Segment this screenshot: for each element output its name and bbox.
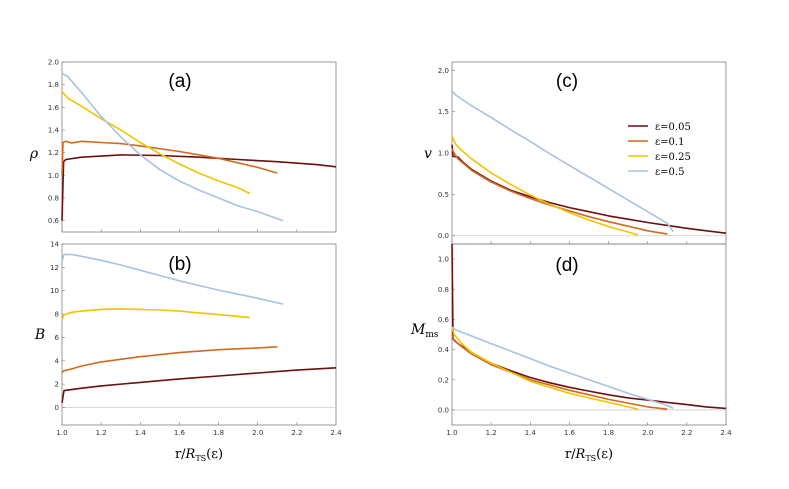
panel-b-series-2-line [61, 308, 250, 321]
panel-c-label: (c) [556, 71, 578, 92]
panel-b-series-1-line [61, 346, 278, 374]
panel-d-xtick-label-6: 2.2 [681, 429, 692, 437]
panel-d-xtick-label-1: 1.2 [486, 429, 497, 437]
panel-d-xtick-label-4: 1.8 [603, 429, 614, 437]
panel-a-ytick-label-6: 1.8 [48, 81, 59, 89]
x-axis-label-right: r/RTS(ε) [565, 447, 613, 463]
panel-a-series-2-line [61, 90, 251, 195]
panel-d-ytick-label-1: 0.2 [438, 376, 449, 384]
panel-b-ytick-label-4: 8 [55, 311, 59, 319]
panel-a-ytick-label-4: 1.4 [48, 127, 60, 135]
panel-d-ylabel: Mms [410, 322, 439, 340]
panel-b-ytick-label-5: 10 [50, 287, 59, 295]
panel-c-ytick-label-1: 0.5 [438, 191, 449, 199]
panel-d-series-2-line [451, 326, 639, 410]
panel-c-ytick-label-2: 1.0 [438, 150, 449, 158]
legend-label-eps-0-05: ε=0.05 [655, 122, 691, 133]
x-axis-label-left: r/RTS(ε) [175, 447, 223, 463]
panel-a-ytick-label-2: 1.0 [48, 172, 59, 180]
panel-d-label: (d) [555, 255, 578, 276]
panel-b-xtick-label-3: 1.6 [174, 429, 186, 437]
panel-b-xtick-label-1: 1.2 [96, 429, 107, 437]
panel-d-series-0-line [451, 243, 727, 410]
panel-a-ylabel: ρ [29, 146, 39, 162]
panel-b-series-0-line [61, 367, 337, 403]
panel-b-frame [61, 243, 337, 426]
panel-d-series-3-line [451, 326, 674, 410]
panel-b-ytick-label-3: 6 [55, 334, 60, 342]
panel-a-ytick-label-1: 0.8 [48, 195, 59, 203]
panel-d-xtick-label-7: 2.4 [720, 429, 732, 437]
panel-a-series-3-line [61, 72, 284, 222]
legend-label-eps-0-1: ε=0.1 [655, 137, 684, 148]
panel-a-frame [61, 61, 337, 233]
panel-c-ytick-label-3: 1.5 [438, 108, 449, 116]
panel-b-ytick-label-7: 14 [50, 241, 59, 249]
panel-c-series-2-line [451, 136, 639, 236]
panel-b-xtick-label-0: 1.0 [56, 429, 67, 437]
panel-b-xtick-label-7: 2.4 [330, 429, 342, 437]
legend-label-eps-0-25: ε=0.25 [655, 152, 691, 163]
panel-b-xtick-label-5: 2.0 [252, 429, 263, 437]
panel-a-ytick-label-5: 1.6 [48, 104, 60, 112]
legend: ε=0.05 ε=0.1 ε=0.25 ε=0.5 [628, 122, 691, 178]
panel-b-ytick-label-2: 4 [55, 357, 60, 365]
panel-d-ytick-label-5: 1.0 [438, 256, 449, 264]
panel-c-ylabel: v [424, 146, 432, 162]
panel-c-ytick-label-4: 2.0 [438, 67, 449, 75]
panel-c-ytick-label-0: 0.0 [438, 232, 449, 240]
panel-d-ytick-label-0: 0.0 [438, 406, 449, 414]
panel-d-ytick-label-3: 0.6 [438, 316, 450, 324]
panel-a-series-1-line [61, 140, 278, 176]
panel-a-ytick-label-3: 1.2 [48, 149, 59, 157]
panel-b-xtick-label-6: 2.2 [291, 429, 302, 437]
panel-b-ytick-label-1: 2 [55, 381, 59, 389]
panel-d-ytick-label-4: 0.8 [438, 286, 449, 294]
panel-c-series-1-line [451, 148, 668, 235]
panel-a-ytick-label-7: 2.0 [48, 59, 59, 67]
panel-d-xtick-label-5: 2.0 [642, 429, 653, 437]
panel-d-xtick-label-3: 1.6 [564, 429, 576, 437]
panel-d-xtick-label-0: 1.0 [446, 429, 457, 437]
panel-d-series-1-line [451, 334, 668, 410]
panel-d-xtick-label-2: 1.4 [525, 429, 537, 437]
panel-a-series-0-line [61, 154, 337, 221]
panel-d-ytick-label-2: 0.4 [438, 346, 450, 354]
panel-b-series-3-line [61, 253, 284, 305]
panel-b-xtick-label-2: 1.4 [135, 429, 147, 437]
panel-b-ytick-label-0: 0 [55, 404, 59, 412]
panel-b-ylabel: B [34, 327, 45, 343]
panel-d-ylabel-main: M [410, 322, 426, 338]
panel-b-label: (b) [168, 254, 191, 275]
panel-d-ylabel-sub: ms [425, 330, 439, 340]
legend-label-eps-0-5: ε=0.5 [655, 167, 684, 178]
panel-b-ytick-label-6: 12 [50, 264, 59, 272]
plot-layer: 0.6 0.8 1.0 1.2 1.4 1.6 1.8 2.0 0 2 4 6 8 10 12 14 1.0 1.… [48, 59, 732, 438]
panel-a-label: (a) [168, 71, 191, 92]
panel-b-xtick-label-4: 1.8 [213, 429, 224, 437]
panel-a-ytick-label-0: 0.6 [48, 217, 60, 225]
panel-c-series-3-line [451, 90, 674, 233]
